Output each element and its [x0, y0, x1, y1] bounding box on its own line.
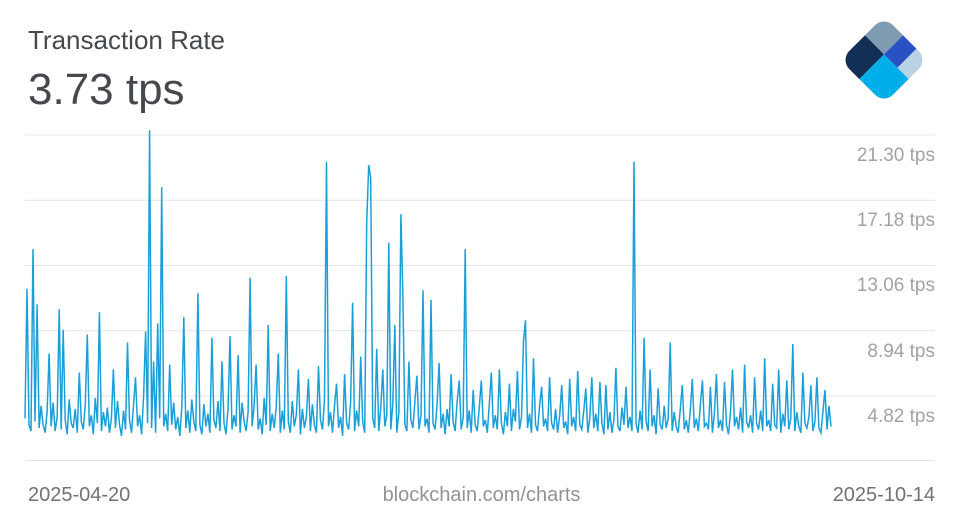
y-axis-tick-label: 4.82 tps — [867, 406, 935, 427]
y-axis-tick-label: 13.06 tps — [856, 275, 935, 296]
y-axis-tick-label: 8.94 tps — [867, 341, 935, 362]
x-axis-footer: 2025-04-20 blockchain.com/charts 2025-10… — [0, 484, 963, 510]
current-value: 3.73 tps — [28, 65, 185, 114]
y-axis-tick-label: 21.30 tps — [856, 145, 935, 166]
x-axis-end-date: 2025-10-14 — [832, 484, 935, 506]
x-axis-start-date: 2025-04-20 — [28, 484, 131, 506]
series-line — [24, 130, 832, 437]
page-title: Transaction Rate — [28, 25, 226, 55]
y-axis-tick-label: 17.18 tps — [856, 210, 935, 231]
watermark-text: blockchain.com/charts — [382, 484, 581, 506]
x-axis-line — [25, 460, 935, 461]
gridlines — [25, 134, 935, 397]
